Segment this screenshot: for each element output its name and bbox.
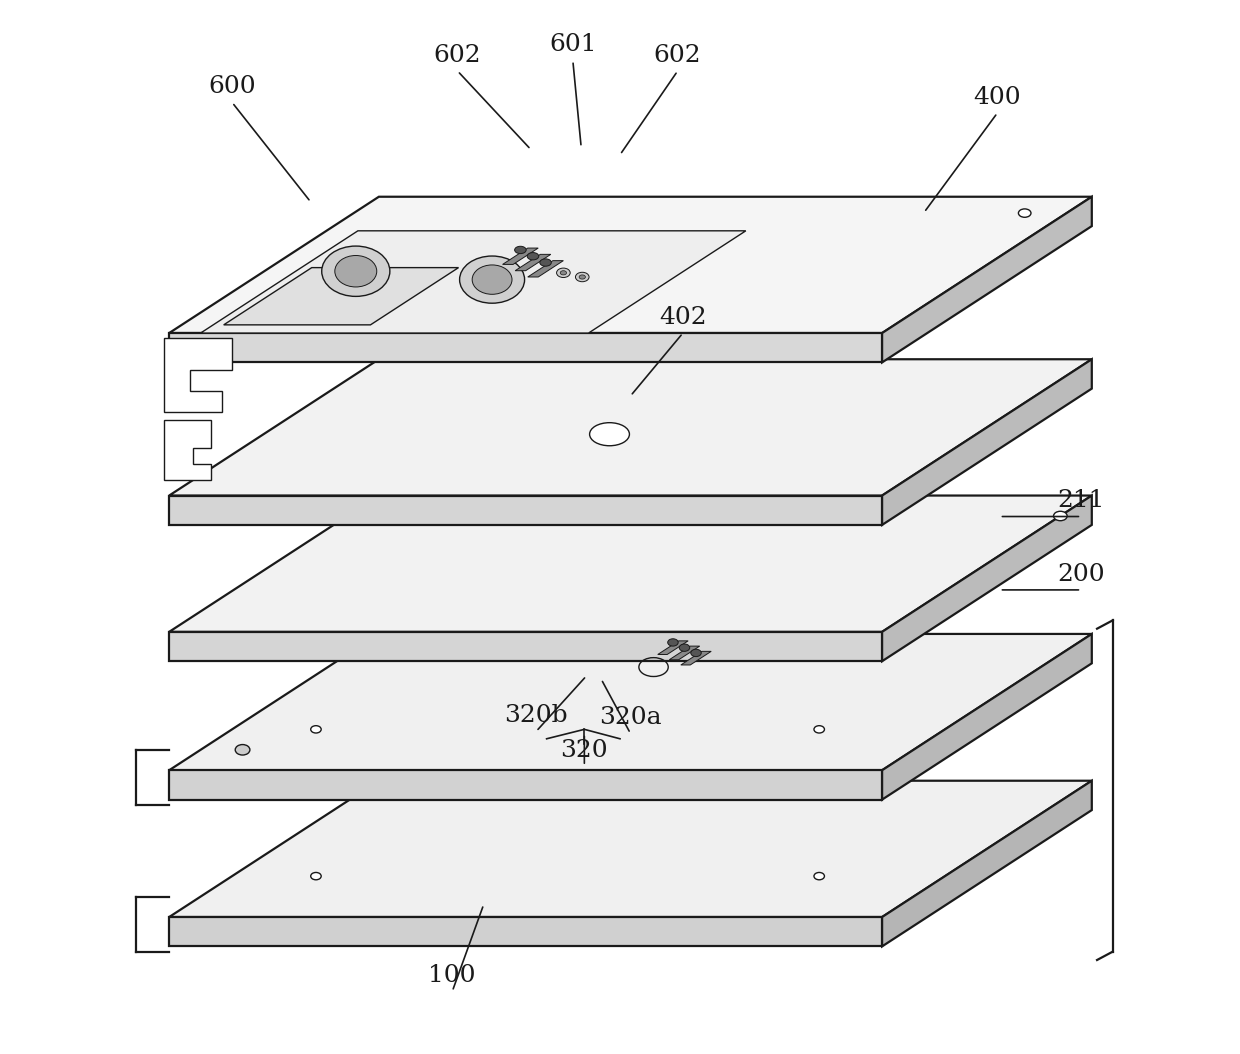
Text: 100: 100	[429, 964, 476, 988]
Polygon shape	[882, 359, 1091, 525]
Polygon shape	[515, 254, 551, 271]
Ellipse shape	[691, 649, 702, 657]
Ellipse shape	[472, 265, 512, 294]
Text: 320a: 320a	[599, 706, 662, 729]
Polygon shape	[882, 633, 1091, 800]
Text: 400: 400	[973, 85, 1022, 109]
Ellipse shape	[680, 644, 689, 651]
Ellipse shape	[311, 873, 321, 880]
Polygon shape	[681, 651, 712, 665]
Ellipse shape	[813, 726, 825, 733]
Ellipse shape	[1018, 209, 1030, 217]
Text: 602: 602	[434, 43, 481, 66]
Ellipse shape	[589, 423, 630, 446]
Text: 402: 402	[660, 306, 707, 329]
Polygon shape	[502, 248, 538, 265]
Polygon shape	[169, 197, 1091, 333]
Ellipse shape	[527, 253, 538, 260]
Polygon shape	[164, 421, 211, 480]
Ellipse shape	[515, 247, 526, 254]
Ellipse shape	[575, 272, 589, 281]
Polygon shape	[169, 495, 882, 525]
Polygon shape	[223, 268, 459, 325]
Polygon shape	[882, 197, 1091, 363]
Ellipse shape	[539, 259, 552, 267]
Text: 200: 200	[1058, 563, 1105, 586]
Polygon shape	[169, 333, 882, 363]
Ellipse shape	[579, 275, 585, 279]
Polygon shape	[164, 338, 232, 412]
Ellipse shape	[557, 268, 570, 277]
Polygon shape	[201, 231, 745, 333]
Text: 601: 601	[549, 34, 596, 56]
Polygon shape	[882, 495, 1091, 661]
Ellipse shape	[236, 744, 250, 755]
Polygon shape	[169, 633, 1091, 770]
Ellipse shape	[1054, 511, 1068, 521]
Polygon shape	[169, 495, 1091, 631]
Polygon shape	[169, 770, 882, 800]
Ellipse shape	[460, 256, 525, 304]
Ellipse shape	[321, 246, 389, 296]
Ellipse shape	[311, 726, 321, 733]
Polygon shape	[169, 917, 882, 946]
Polygon shape	[528, 260, 563, 277]
Ellipse shape	[813, 873, 825, 880]
Polygon shape	[169, 631, 882, 661]
Text: 320: 320	[560, 739, 608, 762]
Text: 211: 211	[1058, 489, 1105, 512]
Polygon shape	[670, 646, 699, 660]
Ellipse shape	[335, 255, 377, 287]
Polygon shape	[882, 781, 1091, 946]
Polygon shape	[169, 359, 1091, 495]
Polygon shape	[169, 781, 1091, 917]
Text: 602: 602	[653, 43, 702, 66]
Ellipse shape	[560, 271, 567, 275]
Polygon shape	[657, 641, 688, 655]
Ellipse shape	[667, 639, 678, 646]
Text: 600: 600	[208, 75, 255, 98]
Text: 320b: 320b	[505, 704, 568, 727]
